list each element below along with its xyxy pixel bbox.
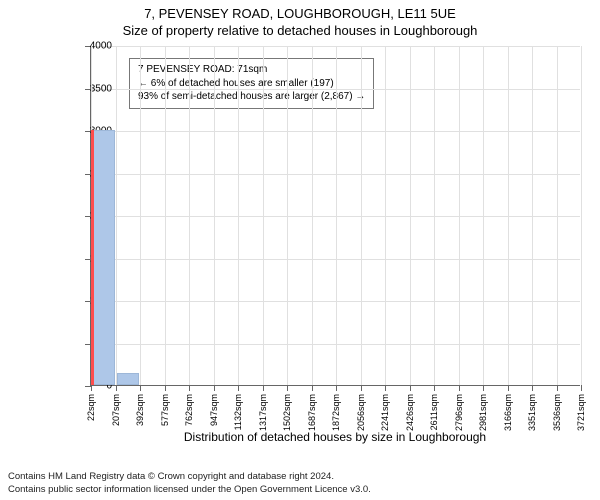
x-axis-label: Distribution of detached houses by size … xyxy=(90,430,580,444)
x-tick-label: 1687sqm xyxy=(307,394,317,431)
x-tick xyxy=(459,385,460,391)
gridline-v xyxy=(581,46,582,385)
annotation-line: 93% of semi-detached houses are larger (… xyxy=(138,90,365,104)
x-tick xyxy=(263,385,264,391)
x-tick xyxy=(189,385,190,391)
chart-annotation: 7 PEVENSEY ROAD: 71sqm ← 6% of detached … xyxy=(129,58,374,109)
x-tick xyxy=(116,385,117,391)
x-tick-label: 1317sqm xyxy=(258,394,268,431)
page-title: 7, PEVENSEY ROAD, LOUGHBOROUGH, LE11 5UE xyxy=(0,0,600,21)
page-subtitle: Size of property relative to detached ho… xyxy=(0,21,600,38)
x-tick xyxy=(140,385,141,391)
x-tick xyxy=(557,385,558,391)
gridline-v xyxy=(483,46,484,385)
gridline-v xyxy=(459,46,460,385)
x-tick xyxy=(385,385,386,391)
x-tick xyxy=(91,385,92,391)
footer-line: Contains public sector information licen… xyxy=(8,484,371,496)
bar xyxy=(92,130,115,385)
annotation-line: 7 PEVENSEY ROAD: 71sqm xyxy=(138,63,365,77)
x-tick-label: 2056sqm xyxy=(356,394,366,431)
x-tick-label: 2981sqm xyxy=(478,394,488,431)
x-tick xyxy=(434,385,435,391)
gridline-v xyxy=(165,46,166,385)
x-tick-label: 22sqm xyxy=(86,394,96,421)
x-tick-label: 947sqm xyxy=(209,394,219,426)
gridline-v xyxy=(410,46,411,385)
x-tick xyxy=(165,385,166,391)
gridline-v xyxy=(336,46,337,385)
x-tick xyxy=(287,385,288,391)
x-tick-label: 3351sqm xyxy=(527,394,537,431)
footer-line: Contains HM Land Registry data © Crown c… xyxy=(8,471,371,483)
gridline-v xyxy=(287,46,288,385)
x-tick-label: 1872sqm xyxy=(331,394,341,431)
footer-attribution: Contains HM Land Registry data © Crown c… xyxy=(8,471,371,496)
x-tick-label: 2241sqm xyxy=(380,394,390,431)
x-tick-label: 392sqm xyxy=(135,394,145,426)
gridline-v xyxy=(508,46,509,385)
x-tick-label: 2796sqm xyxy=(454,394,464,431)
x-tick-label: 577sqm xyxy=(160,394,170,426)
gridline-v xyxy=(557,46,558,385)
bar xyxy=(117,373,140,385)
x-tick xyxy=(508,385,509,391)
chart-container: Number of detached properties 7 PEVENSEY… xyxy=(60,46,580,426)
gridline-v xyxy=(434,46,435,385)
x-tick xyxy=(483,385,484,391)
gridline-v xyxy=(189,46,190,385)
gridline-v xyxy=(361,46,362,385)
plot-area: 7 PEVENSEY ROAD: 71sqm ← 6% of detached … xyxy=(90,46,580,386)
x-tick xyxy=(214,385,215,391)
x-tick-label: 1132sqm xyxy=(233,394,243,430)
x-tick xyxy=(238,385,239,391)
bar-highlight xyxy=(91,130,94,385)
gridline-v xyxy=(214,46,215,385)
x-tick-label: 762sqm xyxy=(184,394,194,426)
x-tick xyxy=(410,385,411,391)
gridline-v xyxy=(385,46,386,385)
x-tick-label: 2426sqm xyxy=(405,394,415,431)
gridline-v xyxy=(532,46,533,385)
x-tick-label: 3166sqm xyxy=(503,394,513,431)
x-tick-label: 1502sqm xyxy=(282,394,292,431)
y-tick-label: 3500 xyxy=(72,83,112,94)
x-tick-label: 3536sqm xyxy=(552,394,562,431)
gridline-v xyxy=(263,46,264,385)
x-tick xyxy=(336,385,337,391)
x-tick xyxy=(581,385,582,391)
x-tick-label: 3721sqm xyxy=(576,394,586,431)
gridline-v xyxy=(116,46,117,385)
gridline-v xyxy=(312,46,313,385)
x-tick-label: 207sqm xyxy=(111,394,121,426)
gridline-v xyxy=(140,46,141,385)
y-tick-label: 4000 xyxy=(72,41,112,52)
x-tick xyxy=(532,385,533,391)
x-tick-label: 2611sqm xyxy=(429,394,439,430)
x-tick xyxy=(312,385,313,391)
gridline-v xyxy=(238,46,239,385)
x-tick xyxy=(361,385,362,391)
